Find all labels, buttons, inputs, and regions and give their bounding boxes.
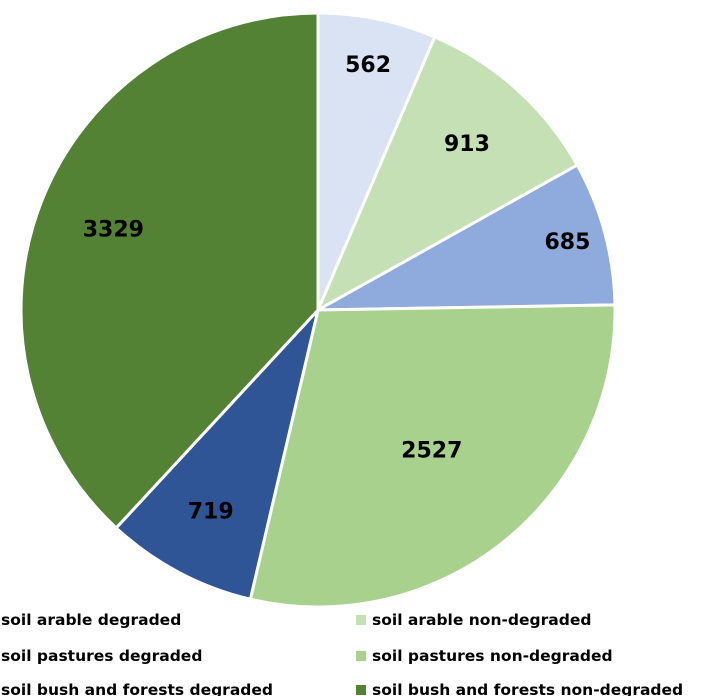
slice-soil-pastures-degraded — [316, 163, 617, 312]
legend-swatch — [356, 651, 366, 661]
slice-soil-pastures-non-degraded — [248, 303, 617, 609]
legend-item-soil-arable-non-degraded: soil arable non-degraded — [356, 611, 591, 629]
slice-soil-arable-non-degraded — [316, 35, 579, 312]
legend-label: soil bush and forests non-degraded — [372, 681, 683, 696]
legend-item-soil-pastures-non-degraded: soil pastures non-degraded — [356, 647, 613, 665]
data-label-soil-bush-and-forests-degraded: 719 — [188, 499, 234, 524]
legend-item-soil-bush-and-forests-non-degraded: soil bush and forests non-degraded — [356, 681, 683, 696]
slice-soil-bush-and-forests-non-degraded — [19, 11, 320, 530]
legend-label: soil arable non-degraded — [372, 611, 591, 629]
legend-label: soil bush and forests degraded — [1, 681, 273, 696]
legend-item-soil-bush-and-forests-degraded: soil bush and forests degraded — [1, 681, 273, 696]
pie-slices — [19, 11, 617, 609]
slice-soil-bush-and-forests-degraded — [114, 308, 320, 601]
legend-label: soil arable degraded — [1, 611, 181, 629]
data-label-soil-arable-non-degraded: 913 — [444, 132, 490, 157]
data-label-soil-pastures-degraded: 685 — [545, 230, 591, 255]
pie-slice-labels: 562 913 685 2527 719 3329 — [83, 53, 591, 524]
legend: soil arable degraded soil arable non-degr… — [1, 611, 683, 696]
legend-item-soil-arable-degraded: soil arable degraded — [1, 611, 181, 629]
data-label-soil-bush-and-forests-non-degraded: 3329 — [83, 217, 144, 242]
legend-label: soil pastures degraded — [1, 647, 202, 665]
legend-item-soil-pastures-degraded: soil pastures degraded — [1, 647, 202, 665]
data-label-soil-arable-degraded: 562 — [345, 53, 391, 78]
legend-swatch — [356, 615, 366, 625]
slice-soil-arable-degraded — [316, 11, 437, 312]
legend-label: soil pastures non-degraded — [372, 647, 613, 665]
legend-swatch — [356, 685, 366, 695]
data-label-soil-pastures-non-degraded: 2527 — [401, 438, 462, 463]
